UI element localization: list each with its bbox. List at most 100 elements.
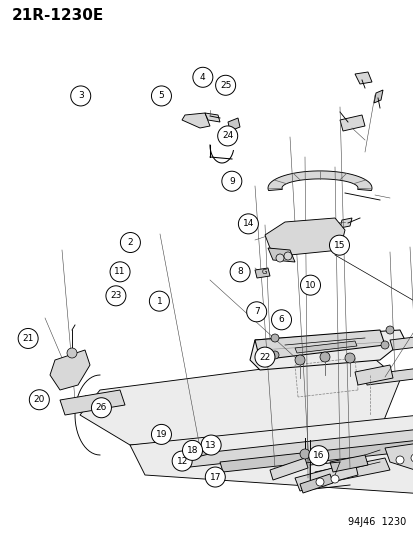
Polygon shape [364,368,413,385]
Polygon shape [354,365,392,385]
Polygon shape [373,90,382,103]
Text: 19: 19 [155,430,167,439]
Circle shape [106,286,126,306]
Polygon shape [204,113,219,122]
Text: 8: 8 [237,268,242,276]
Polygon shape [182,113,209,128]
Circle shape [217,126,237,146]
Polygon shape [294,462,357,491]
Text: 25: 25 [219,81,231,90]
Text: 2: 2 [127,238,133,247]
Polygon shape [80,355,399,445]
Polygon shape [228,118,240,131]
Circle shape [254,347,274,367]
Circle shape [329,235,349,255]
Text: 6: 6 [278,316,284,324]
Text: 15: 15 [333,241,344,249]
Text: 17: 17 [209,473,221,481]
Circle shape [18,328,38,349]
Circle shape [215,75,235,95]
Polygon shape [264,218,344,255]
Circle shape [283,252,291,260]
Circle shape [192,67,212,87]
Circle shape [91,398,111,418]
Circle shape [330,475,338,483]
Polygon shape [339,115,364,131]
Circle shape [315,478,323,486]
Text: 14: 14 [242,220,254,228]
Circle shape [230,262,249,282]
Circle shape [172,451,192,471]
Circle shape [238,214,258,234]
Text: 3: 3 [78,92,83,100]
Text: 12: 12 [176,457,188,465]
Circle shape [344,353,354,363]
Polygon shape [195,443,216,457]
Polygon shape [294,341,356,353]
Circle shape [221,171,241,191]
Polygon shape [329,455,367,472]
Circle shape [246,302,266,322]
Circle shape [149,291,169,311]
Circle shape [300,275,320,295]
Circle shape [120,232,140,253]
Polygon shape [50,350,90,390]
Polygon shape [60,390,125,415]
Polygon shape [339,218,351,228]
Circle shape [271,334,278,342]
Text: 13: 13 [205,441,216,449]
Circle shape [380,341,388,349]
Circle shape [182,440,202,461]
Polygon shape [299,474,332,493]
Circle shape [67,348,77,358]
Polygon shape [269,458,307,480]
Polygon shape [249,330,404,370]
Circle shape [110,262,130,282]
Circle shape [395,456,403,464]
Text: 10: 10 [304,281,316,289]
Circle shape [151,424,171,445]
Text: 24: 24 [221,132,233,140]
Circle shape [205,467,225,487]
Text: 4: 4 [199,73,205,82]
Circle shape [294,355,304,365]
Text: 21R-1230E: 21R-1230E [12,8,104,23]
Circle shape [151,86,171,106]
Polygon shape [267,171,371,191]
Circle shape [410,454,413,462]
Text: G: G [261,269,266,275]
Circle shape [71,86,90,106]
Text: 18: 18 [186,446,198,455]
Text: 9: 9 [228,177,234,185]
Polygon shape [185,428,413,467]
Circle shape [299,449,309,459]
Circle shape [319,352,329,362]
Text: 22: 22 [259,353,270,361]
Polygon shape [389,337,413,350]
Polygon shape [219,440,413,472]
Circle shape [29,390,49,410]
Circle shape [271,351,278,359]
Circle shape [271,310,291,330]
Circle shape [201,435,221,455]
Text: 16: 16 [312,451,324,460]
Polygon shape [254,268,269,278]
Polygon shape [130,415,413,495]
Polygon shape [254,330,384,360]
Circle shape [308,446,328,466]
Polygon shape [267,248,294,262]
Polygon shape [314,458,389,484]
Text: 5: 5 [158,92,164,100]
Text: 26: 26 [95,403,107,412]
Polygon shape [384,440,413,470]
Text: 21: 21 [22,334,34,343]
Circle shape [275,254,283,262]
Text: 23: 23 [110,292,121,300]
Text: 11: 11 [114,268,126,276]
Polygon shape [354,72,371,84]
Text: 1: 1 [156,297,162,305]
Text: 94J46  1230: 94J46 1230 [347,517,405,527]
Text: 7: 7 [253,308,259,316]
Circle shape [385,326,393,334]
Text: 20: 20 [33,395,45,404]
